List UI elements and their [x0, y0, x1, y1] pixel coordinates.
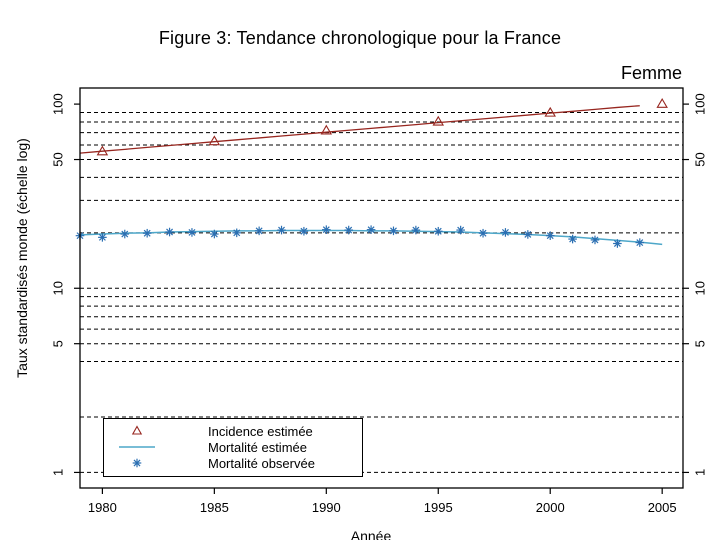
asterisk-marker	[613, 239, 622, 248]
x-tick-label: 1995	[424, 500, 453, 515]
incidence-estimee-line	[79, 105, 640, 154]
x-tick-label: 2005	[648, 500, 677, 515]
y-tick-label-left: 10	[50, 281, 65, 295]
asterisk-marker	[299, 226, 309, 236]
asterisk-marker	[635, 238, 645, 247]
asterisk-marker	[120, 229, 130, 239]
y-tick-label-right: 10	[692, 281, 707, 295]
x-axis-title: Année	[351, 528, 392, 540]
triangle-marker	[320, 124, 333, 135]
y-tick-label-right: 100	[692, 93, 707, 115]
asterisk-marker	[366, 225, 376, 234]
triangle-marker	[656, 98, 668, 108]
series-incidence-estimee-markers	[96, 98, 668, 156]
asterisk-marker	[98, 233, 107, 242]
legend-item: Mortalité observée	[104, 455, 362, 471]
asterisk-marker	[232, 228, 242, 238]
asterisk-marker	[590, 235, 600, 245]
y-tick-label-left: 1	[50, 469, 65, 476]
asterisk-marker	[545, 231, 555, 240]
asterisk-marker	[433, 226, 443, 236]
x-tick-label: 1985	[200, 500, 229, 515]
legend-symbol-line-icon	[118, 440, 156, 454]
triangle-marker	[96, 145, 109, 156]
chart-legend: Incidence estimée Mortalité estimée Mortal…	[103, 418, 363, 477]
y-tick-label-right: 5	[692, 340, 707, 347]
asterisk-marker	[165, 227, 174, 237]
asterisk-marker	[322, 225, 331, 234]
y-tick-label-right: 1	[692, 469, 707, 476]
y-axis-ticks	[74, 103, 689, 474]
asterisk-marker	[478, 228, 488, 238]
x-tick-label: 1980	[88, 500, 117, 515]
panel-label: Femme	[620, 63, 682, 83]
legend-item: Incidence estimée	[104, 423, 362, 439]
asterisk-marker	[187, 228, 197, 237]
legend-item-label: Mortalité observée	[208, 455, 315, 471]
legend-symbol-triangle-open-icon	[118, 424, 156, 438]
y-tick-label-left: 100	[50, 93, 65, 115]
asterisk-marker	[210, 229, 219, 239]
asterisk-marker	[456, 225, 465, 235]
asterisk-marker	[277, 225, 286, 235]
y-axis-tick-labels: 1 1 5 5 10 10 50 50 100 100	[50, 93, 707, 476]
y-axis-title: Taux standardisés monde (échelle log)	[14, 138, 30, 378]
asterisk-marker	[389, 226, 398, 236]
legend-symbol-asterisk-icon	[118, 456, 156, 470]
asterisk-marker	[254, 226, 264, 236]
y-axis-title: Taux standardisés monde (échelle log)	[14, 138, 30, 378]
legend-item-label: Incidence estimée	[208, 423, 313, 439]
x-tick-label: 2000	[536, 500, 565, 515]
x-tick-label: 1990	[312, 500, 341, 515]
y-tick-label-left: 50	[50, 152, 65, 166]
legend-item-label: Mortalité estimée	[208, 439, 307, 455]
asterisk-marker	[142, 228, 152, 238]
triangle-marker	[544, 106, 556, 117]
figure-title: Figure 3: Tendance chronologique pour la…	[158, 28, 562, 48]
asterisk-marker	[501, 228, 510, 237]
y-gridlines	[80, 112, 683, 473]
legend-item: Mortalité estimée	[104, 439, 362, 455]
asterisk-marker	[411, 225, 421, 235]
asterisk-marker	[523, 230, 533, 239]
y-tick-label-right: 50	[692, 152, 707, 166]
asterisk-marker	[568, 234, 577, 244]
x-axis-tick-labels: 1980 1985 1990 1995 2000 2005	[88, 500, 677, 515]
series-mortalite-observee-markers	[75, 225, 645, 248]
triangle-marker	[432, 115, 445, 126]
asterisk-marker	[344, 225, 353, 235]
triangle-marker	[208, 135, 221, 146]
series-incidence-estimee-line	[79, 105, 640, 154]
x-axis-title: Année	[351, 528, 392, 540]
x-axis-ticks	[101, 488, 663, 494]
y-tick-label-left: 5	[50, 340, 65, 347]
